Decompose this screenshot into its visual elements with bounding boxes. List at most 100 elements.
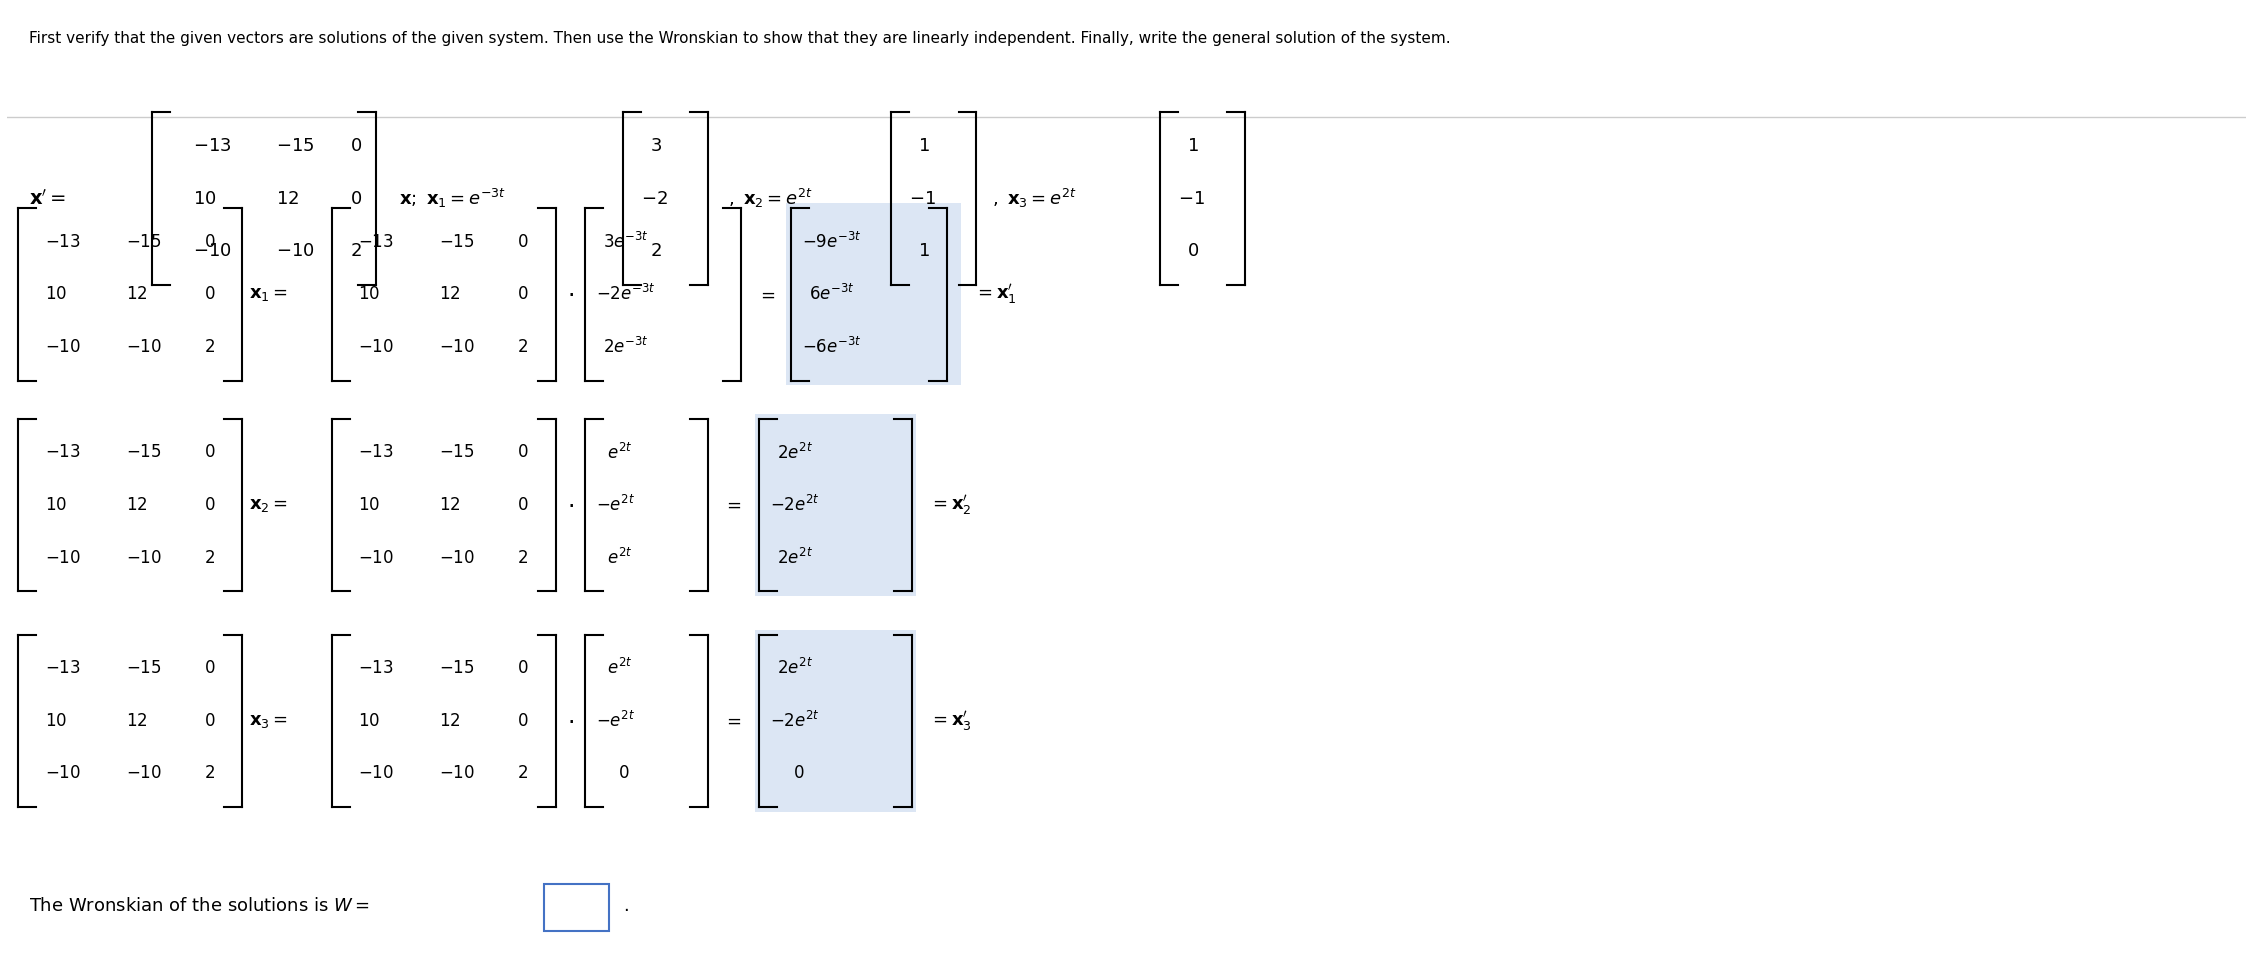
- Text: $-10$: $-10$: [358, 549, 394, 567]
- Text: $0$: $0$: [518, 443, 529, 462]
- Text: $-10$: $-10$: [126, 764, 162, 782]
- Text: $2$: $2$: [518, 338, 529, 356]
- Text: $=$: $=$: [757, 286, 775, 303]
- Text: $-e^{2t}$: $-e^{2t}$: [595, 711, 635, 731]
- Text: $-13$: $-13$: [194, 137, 232, 155]
- Text: $-10$: $-10$: [45, 549, 81, 567]
- Text: $12$: $12$: [126, 496, 146, 514]
- Text: $-15$: $-15$: [439, 232, 475, 251]
- Text: $\mathbf{x}_2 =$: $\mathbf{x}_2 =$: [248, 496, 288, 514]
- Text: $10$: $10$: [45, 712, 68, 730]
- Text: $0$: $0$: [205, 232, 216, 251]
- Text: $,\ \mathbf{x}_3 = e^{2t}$: $,\ \mathbf{x}_3 = e^{2t}$: [991, 187, 1077, 210]
- Text: $10$: $10$: [45, 496, 68, 514]
- Text: $-15$: $-15$: [126, 659, 162, 677]
- Text: $\cdot$: $\cdot$: [568, 493, 575, 517]
- Text: $,\ \mathbf{x}_2 = e^{2t}$: $,\ \mathbf{x}_2 = e^{2t}$: [728, 187, 813, 210]
- Text: $-2e^{-3t}$: $-2e^{-3t}$: [595, 285, 656, 304]
- Text: $2e^{2t}$: $2e^{2t}$: [777, 658, 813, 678]
- Text: $0$: $0$: [349, 137, 363, 155]
- Text: $2$: $2$: [205, 549, 214, 567]
- Text: $-13$: $-13$: [358, 443, 394, 462]
- Text: $2e^{-3t}$: $2e^{-3t}$: [602, 337, 649, 357]
- Text: $1$: $1$: [919, 137, 930, 155]
- Text: $.$: $.$: [622, 896, 629, 915]
- Text: $-10$: $-10$: [439, 764, 475, 782]
- Text: $0$: $0$: [205, 659, 216, 677]
- Text: $-10$: $-10$: [358, 338, 394, 356]
- Text: $12$: $12$: [126, 286, 146, 303]
- Text: $6e^{-3t}$: $6e^{-3t}$: [809, 285, 854, 304]
- Text: $1$: $1$: [919, 242, 930, 260]
- Text: $= \mathbf{x}_1'$: $= \mathbf{x}_1'$: [973, 283, 1016, 306]
- Text: $-10$: $-10$: [45, 338, 81, 356]
- Text: $-e^{2t}$: $-e^{2t}$: [595, 495, 635, 515]
- Text: $-13$: $-13$: [45, 659, 81, 677]
- Text: $2$: $2$: [349, 242, 360, 260]
- Text: $e^{2t}$: $e^{2t}$: [606, 442, 633, 463]
- Text: $-2$: $-2$: [640, 190, 667, 208]
- Text: $= \mathbf{x}_2'$: $= \mathbf{x}_2'$: [930, 493, 971, 517]
- Text: $10$: $10$: [194, 190, 216, 208]
- Text: $e^{2t}$: $e^{2t}$: [606, 548, 633, 568]
- Text: $12$: $12$: [275, 190, 300, 208]
- Text: $12$: $12$: [439, 286, 460, 303]
- Text: $0$: $0$: [518, 286, 529, 303]
- Text: $-10$: $-10$: [45, 764, 81, 782]
- Text: $2$: $2$: [518, 549, 529, 567]
- Text: $-2e^{2t}$: $-2e^{2t}$: [771, 711, 820, 731]
- Text: $12$: $12$: [439, 712, 460, 730]
- Text: The Wronskian of the solutions is $W =$: The Wronskian of the solutions is $W =$: [29, 896, 369, 915]
- Text: $-13$: $-13$: [45, 232, 81, 251]
- Text: $-10$: $-10$: [275, 242, 313, 260]
- Text: $-10$: $-10$: [126, 338, 162, 356]
- Text: $3e^{-3t}$: $3e^{-3t}$: [602, 231, 649, 252]
- Text: $12$: $12$: [126, 712, 146, 730]
- Text: $10$: $10$: [358, 496, 381, 514]
- Text: $3$: $3$: [649, 137, 662, 155]
- Text: $e^{2t}$: $e^{2t}$: [606, 658, 633, 678]
- Text: $-15$: $-15$: [439, 443, 475, 462]
- Text: $-15$: $-15$: [126, 443, 162, 462]
- Text: $0$: $0$: [349, 190, 363, 208]
- Text: $=$: $=$: [723, 496, 741, 514]
- Text: $\mathbf{x}' =$: $\mathbf{x}' =$: [29, 189, 68, 209]
- Text: $-15$: $-15$: [439, 659, 475, 677]
- Text: $2$: $2$: [518, 764, 529, 782]
- Text: $-13$: $-13$: [45, 443, 81, 462]
- Text: $\mathbf{x};\ \mathbf{x}_1 = e^{-3t}$: $\mathbf{x};\ \mathbf{x}_1 = e^{-3t}$: [399, 187, 507, 210]
- Text: $-15$: $-15$: [126, 232, 162, 251]
- Text: $-10$: $-10$: [358, 764, 394, 782]
- Text: $-10$: $-10$: [439, 549, 475, 567]
- Text: $0$: $0$: [793, 764, 804, 782]
- Text: $12$: $12$: [439, 496, 460, 514]
- Text: $-10$: $-10$: [194, 242, 232, 260]
- FancyBboxPatch shape: [545, 884, 608, 930]
- Text: $-1$: $-1$: [910, 190, 937, 208]
- Text: $-2e^{2t}$: $-2e^{2t}$: [771, 495, 820, 515]
- Text: $\mathbf{x}_1 =$: $\mathbf{x}_1 =$: [248, 286, 288, 303]
- Text: $0$: $0$: [518, 659, 529, 677]
- FancyBboxPatch shape: [755, 414, 917, 596]
- Text: $0$: $0$: [205, 443, 216, 462]
- FancyBboxPatch shape: [755, 630, 917, 812]
- Text: $\cdot$: $\cdot$: [568, 709, 575, 733]
- Text: $-6e^{-3t}$: $-6e^{-3t}$: [802, 337, 861, 357]
- Text: First verify that the given vectors are solutions of the given system. Then use : First verify that the given vectors are …: [29, 31, 1451, 46]
- Text: $= \mathbf{x}_3'$: $= \mathbf{x}_3'$: [930, 709, 973, 733]
- Text: $\cdot$: $\cdot$: [568, 283, 575, 306]
- Text: $2$: $2$: [649, 242, 662, 260]
- Text: $2e^{2t}$: $2e^{2t}$: [777, 442, 813, 463]
- Text: $0$: $0$: [518, 496, 529, 514]
- Text: $0$: $0$: [1187, 242, 1199, 260]
- Text: $-1$: $-1$: [1178, 190, 1205, 208]
- Text: $10$: $10$: [45, 286, 68, 303]
- Text: $0$: $0$: [518, 232, 529, 251]
- Text: $10$: $10$: [358, 286, 381, 303]
- Text: $2$: $2$: [205, 764, 214, 782]
- Text: $-9e^{-3t}$: $-9e^{-3t}$: [802, 231, 861, 252]
- Text: $2$: $2$: [205, 338, 214, 356]
- Text: $\mathbf{x}_3 =$: $\mathbf{x}_3 =$: [248, 712, 288, 730]
- Text: $10$: $10$: [358, 712, 381, 730]
- Text: $-15$: $-15$: [275, 137, 313, 155]
